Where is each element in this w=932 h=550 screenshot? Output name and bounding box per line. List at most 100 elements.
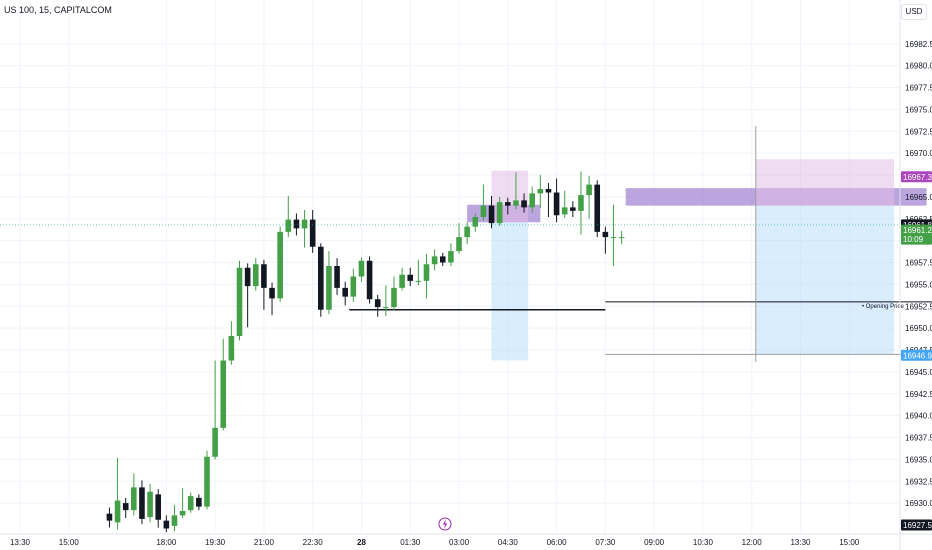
price-tag-countdown: 10:09 [903,235,924,244]
candle-body [318,246,324,310]
candle-body [131,487,137,511]
stop-zone [755,205,894,355]
candle-body [187,496,194,511]
price-tick-label: 16945.0 [905,368,932,377]
currency-button[interactable]: USD [901,4,927,20]
price-tag-label: 16927.5 [903,521,932,530]
candle-body [423,264,430,281]
candle-body [545,189,552,193]
candle-body [553,192,560,216]
price-tag-label: 16961.2 [903,226,932,235]
candle-body [196,497,202,507]
candle-body [114,500,121,523]
candle-body [293,219,300,229]
time-tick-label: 07:30 [595,538,616,547]
price-tag-bg [901,519,932,531]
candle-body [122,503,129,511]
price-axis[interactable]: 16930.0 16932.5 16935.0 16937.5 16940.0 16942… [905,40,932,508]
candle-body [578,195,584,211]
target-zone [755,159,894,206]
candle-body [505,202,511,206]
candle-body [513,200,519,206]
candle-body [163,520,170,529]
price-tick-label: 16935.0 [905,455,932,464]
price-tag-bg [901,171,932,183]
candle-body [610,237,617,239]
time-tick-label: 15:00 [839,538,860,547]
candle-body [326,266,332,310]
lightning-icon[interactable] [438,517,452,531]
candle-body [366,260,373,300]
time-tick-label: 13:30 [790,538,811,547]
candle-body [456,237,462,252]
price-tick-label: 16980.0 [905,62,932,71]
candle-body [155,494,162,520]
candle-body [285,219,292,232]
price-tag-bg [901,224,932,245]
time-tick-label: 19:30 [205,538,226,547]
candle-body [252,264,259,287]
price-tick-label: 16970.0 [905,149,932,158]
candle-body [171,515,178,526]
price-levels: • Opening Price [349,126,932,362]
time-tick-label: 21:00 [254,538,275,547]
time-tick-label: 13:30 [10,538,31,547]
candle-body [179,511,186,516]
candle-body [472,217,479,227]
price-tag-label: 16967.3 [903,173,932,182]
candle-body [220,360,227,428]
grid-lines [0,0,900,534]
time-tick-label: 15:00 [59,538,80,547]
candle-body [277,231,283,299]
candle-body [480,205,487,217]
candle-body [358,260,365,277]
time-axis[interactable]: 13:30 15:00 18:00 19:30 21:00 22:30 28 01:30 03:… [10,538,860,547]
candle-body [570,207,576,211]
candle-body [407,274,414,281]
candle-body [561,207,568,215]
candle-body [448,251,454,263]
price-tick-label: 16957.5 [905,259,932,268]
candle-body [342,287,348,297]
time-tick-label: 03:00 [449,538,470,547]
price-tick-label: 16955.0 [905,280,932,289]
price-tick-label: 16952.5 [905,302,932,311]
candle-body [204,456,210,507]
candle-body [309,219,316,247]
price-tick-label: 16937.5 [905,434,932,443]
candle-body [488,205,495,224]
candle-body [594,184,601,232]
candle-body [228,336,235,361]
candle-body [464,226,470,238]
price-tag-label: 16946.9 [903,351,932,360]
opening-price-label: • Opening Price [862,304,904,310]
candle-body [301,219,308,229]
time-tick-label: 18:00 [156,538,177,547]
candle-body [439,256,446,263]
price-tick-label: 16940.0 [905,412,932,421]
candle-body [391,287,397,308]
candle-body [212,427,218,457]
stop-zone [491,222,529,361]
trade-zones [467,159,927,361]
candle-body [139,487,145,519]
time-tick-label: 06:00 [547,538,568,547]
candle-body [602,231,609,238]
price-tick-label: 16975.0 [905,105,932,114]
candle-body [618,237,625,239]
time-tick-label: 04:30 [498,538,519,547]
candle-body [244,267,251,287]
candle-body [261,264,267,288]
candle-body [529,193,535,208]
time-tick-label: 09:00 [644,538,665,547]
price-tick-label: 16982.5 [905,40,932,49]
price-tick-label: 16962.5 [905,215,932,224]
candle-body [236,267,243,336]
candle-body [350,276,357,297]
candle-body [415,280,422,282]
candle-body [431,256,438,265]
price-tag-bg [901,349,932,361]
candle-body [586,184,592,196]
